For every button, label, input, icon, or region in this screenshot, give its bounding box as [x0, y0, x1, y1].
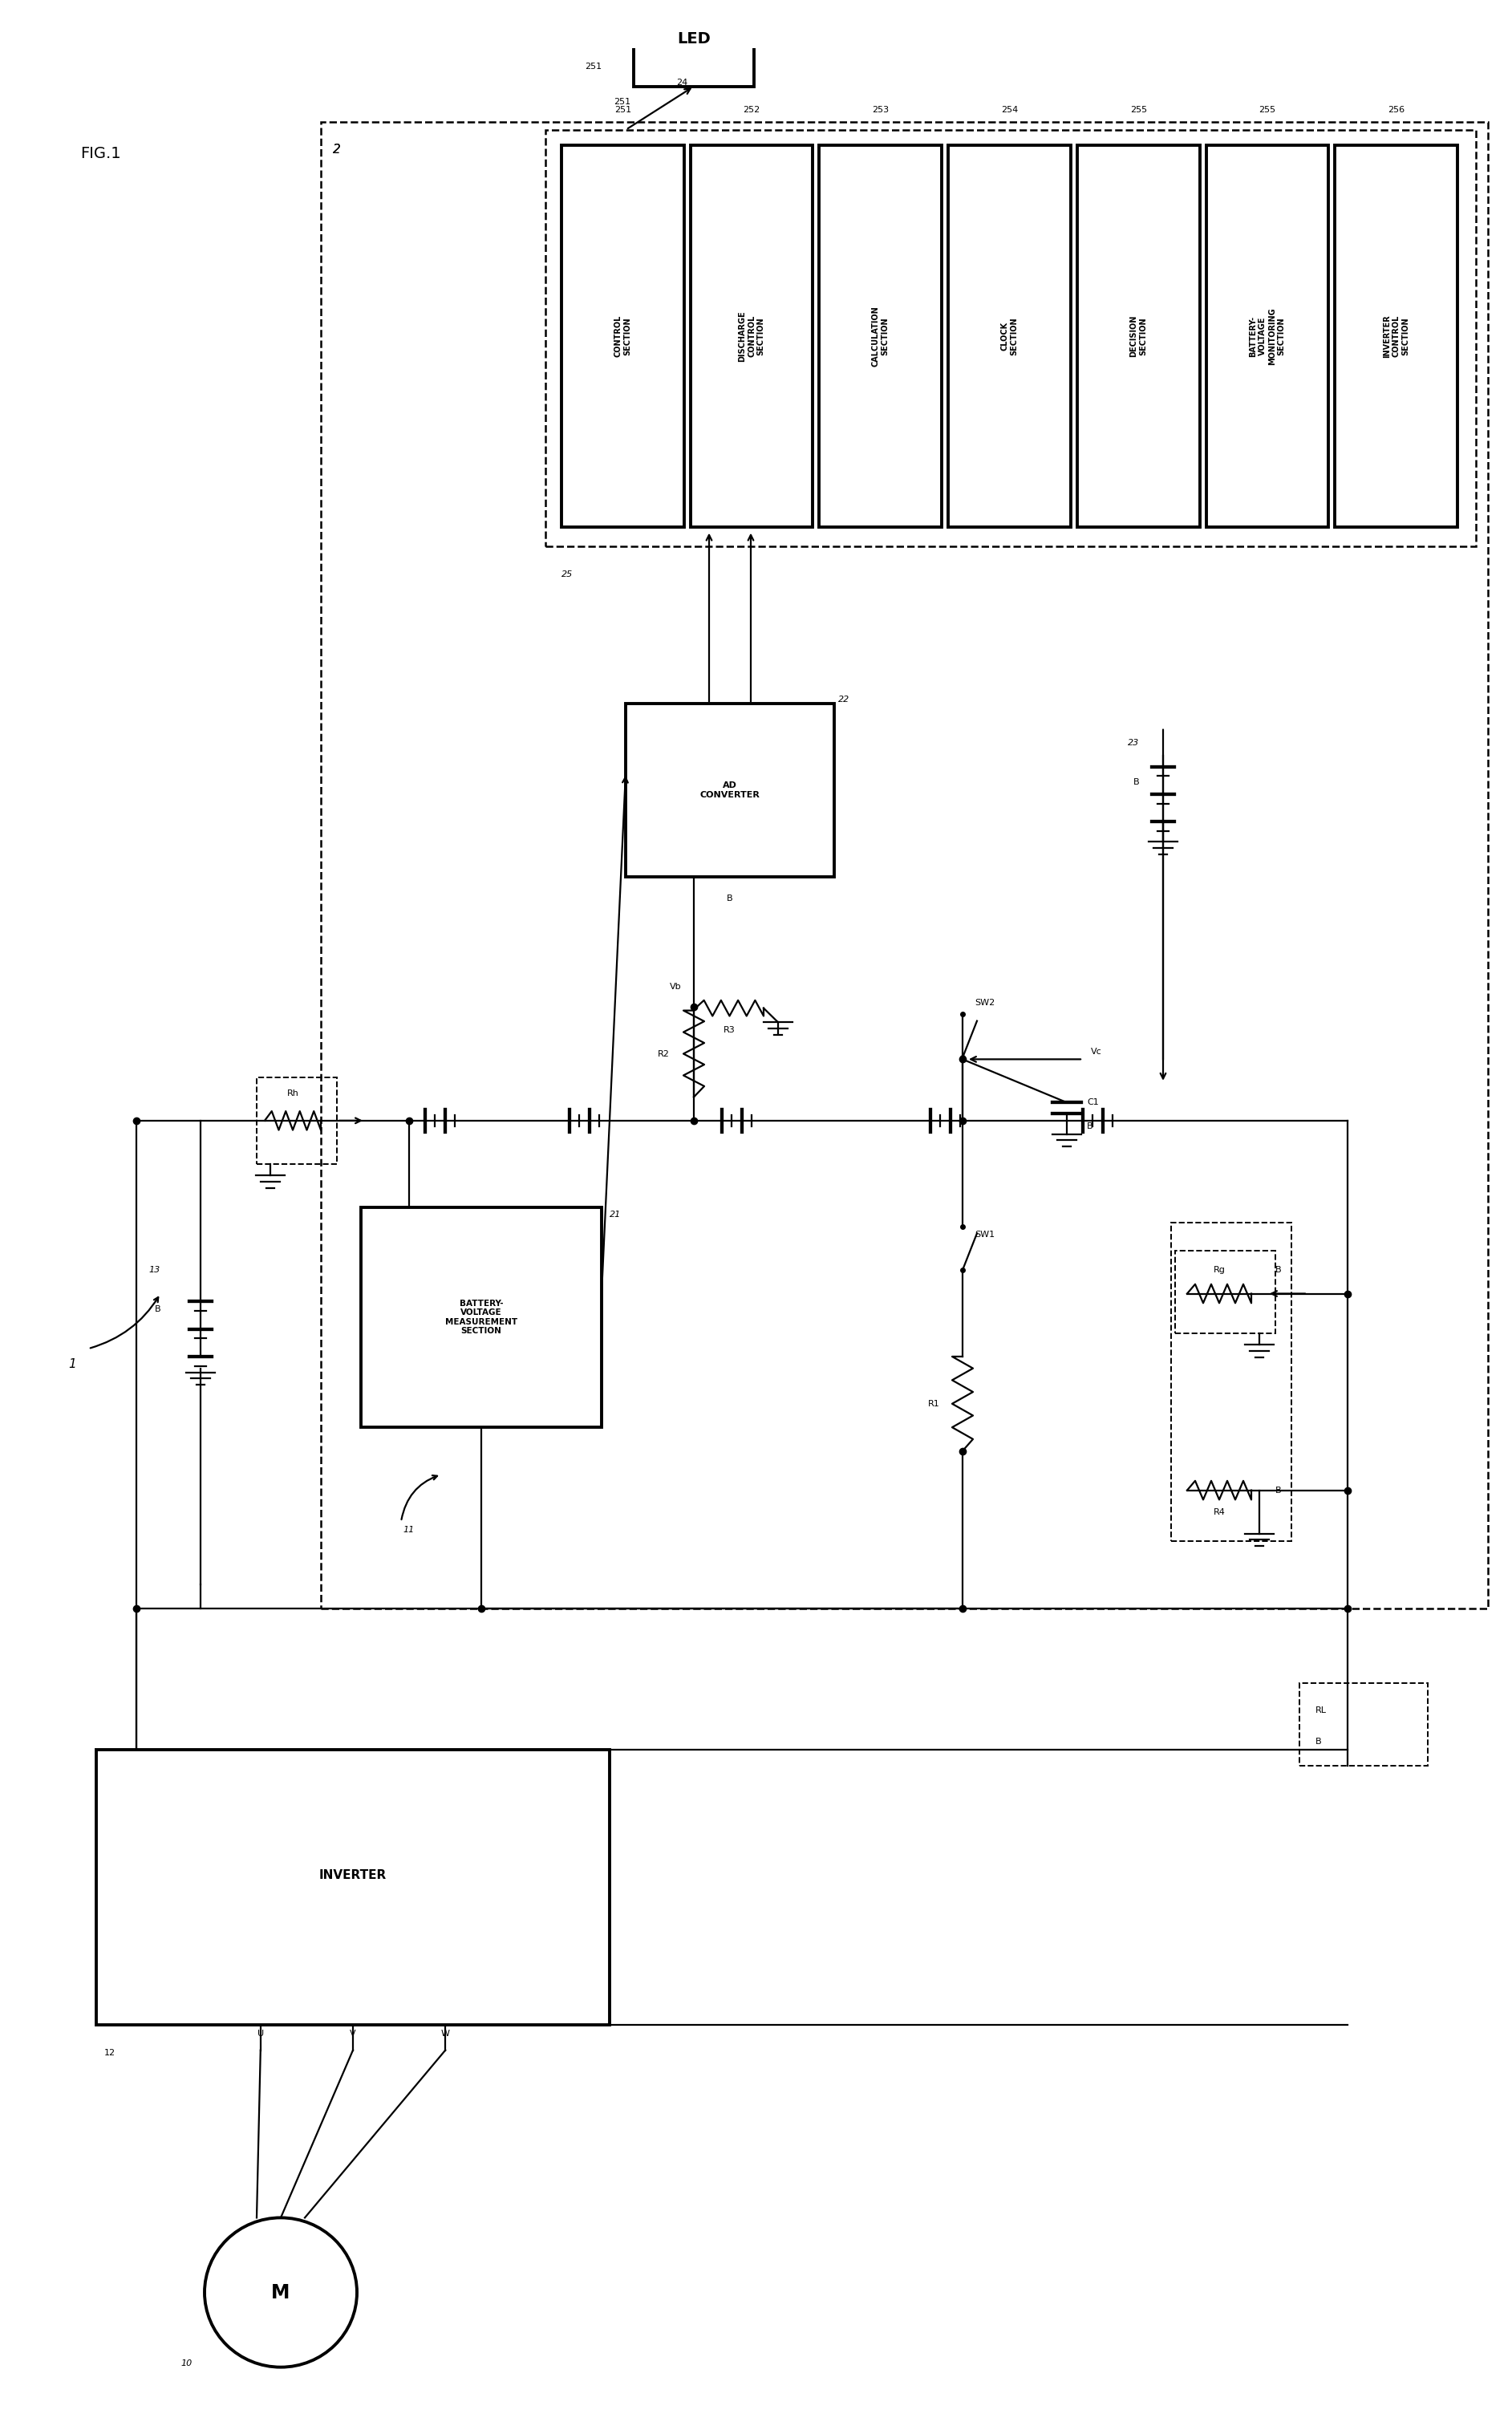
Text: AD
CONVERTER: AD CONVERTER [700, 781, 761, 798]
Text: FIG.1: FIG.1 [80, 146, 121, 161]
Text: 2: 2 [333, 144, 340, 156]
Bar [820, 146, 942, 526]
Text: R2: R2 [658, 1049, 670, 1059]
Text: 22: 22 [838, 696, 850, 703]
Bar [634, 0, 754, 85]
Text: B: B [727, 896, 733, 903]
Bar [691, 146, 813, 526]
Text: 253: 253 [872, 107, 889, 114]
Bar [948, 146, 1070, 526]
Text: LED: LED [677, 32, 711, 46]
Text: Rg: Rg [1213, 1266, 1225, 1273]
Text: DECISION
SECTION: DECISION SECTION [1129, 314, 1148, 358]
Text: 25: 25 [561, 570, 573, 577]
Text: BATTERY-
VOLTAGE
MEASUREMENT
SECTION: BATTERY- VOLTAGE MEASUREMENT SECTION [445, 1300, 517, 1336]
Text: M: M [271, 2283, 290, 2303]
Text: 256: 256 [1388, 107, 1405, 114]
Text: R3: R3 [724, 1027, 735, 1034]
Text: CLOCK
SECTION: CLOCK SECTION [1001, 316, 1018, 355]
Text: 21: 21 [609, 1212, 621, 1219]
Text: DISCHARGE
CONTROL
SECTION: DISCHARGE CONTROL SECTION [738, 312, 765, 363]
Bar [1335, 146, 1458, 526]
Bar [361, 1207, 602, 1426]
Bar [97, 1750, 609, 2025]
Text: B: B [1132, 779, 1139, 786]
Text: 2: 2 [333, 144, 340, 156]
Text: 255: 255 [1259, 107, 1276, 114]
Text: SW1: SW1 [975, 1232, 995, 1239]
Text: 251: 251 [585, 63, 602, 71]
Text: 13: 13 [150, 1266, 160, 1273]
Bar [1077, 146, 1199, 526]
Text: 23: 23 [1128, 740, 1139, 747]
Text: 252: 252 [742, 107, 761, 114]
Bar [626, 703, 835, 876]
Text: 254: 254 [1001, 107, 1018, 114]
Bar [1175, 1251, 1276, 1334]
Bar [546, 129, 1476, 548]
Text: 12: 12 [104, 2049, 115, 2057]
Text: B: B [154, 1305, 160, 1314]
Text: B: B [1276, 1487, 1282, 1494]
Text: 255: 255 [1129, 107, 1148, 114]
Text: V: V [349, 2030, 355, 2037]
Text: INVERTER
CONTROL
SECTION: INVERTER CONTROL SECTION [1383, 314, 1409, 358]
Text: 10: 10 [181, 2359, 192, 2368]
Bar [561, 146, 683, 526]
Text: B: B [1315, 1738, 1321, 1745]
Text: W: W [442, 2030, 449, 2037]
Bar [257, 1078, 337, 1163]
Text: R1: R1 [928, 1400, 940, 1407]
Text: Vc: Vc [1090, 1047, 1102, 1056]
Text: INVERTER: INVERTER [319, 1869, 387, 1881]
Bar [1172, 1222, 1291, 1541]
Text: BATTERY-
VOLTAGE
MONITORING
SECTION: BATTERY- VOLTAGE MONITORING SECTION [1249, 307, 1285, 365]
Text: RL: RL [1315, 1706, 1326, 1714]
Text: C1: C1 [1087, 1098, 1099, 1107]
Text: 24: 24 [676, 78, 688, 88]
Text: Vb: Vb [670, 983, 682, 991]
Text: 251: 251 [614, 107, 631, 114]
Text: CALCULATION
SECTION: CALCULATION SECTION [872, 307, 889, 368]
Text: 251: 251 [614, 97, 631, 107]
Bar [1299, 1682, 1427, 1765]
Text: CONTROL
SECTION: CONTROL SECTION [614, 314, 632, 358]
Text: U: U [257, 2030, 263, 2037]
Text: 11: 11 [404, 1526, 414, 1533]
Text: 1: 1 [68, 1358, 76, 1370]
Bar [321, 122, 1488, 1609]
Text: B: B [1276, 1266, 1282, 1273]
Text: R4: R4 [1213, 1509, 1225, 1516]
Bar [1207, 146, 1329, 526]
Text: B: B [1087, 1122, 1093, 1129]
Text: SW2: SW2 [975, 998, 995, 1008]
Text: Rh: Rh [287, 1088, 299, 1098]
